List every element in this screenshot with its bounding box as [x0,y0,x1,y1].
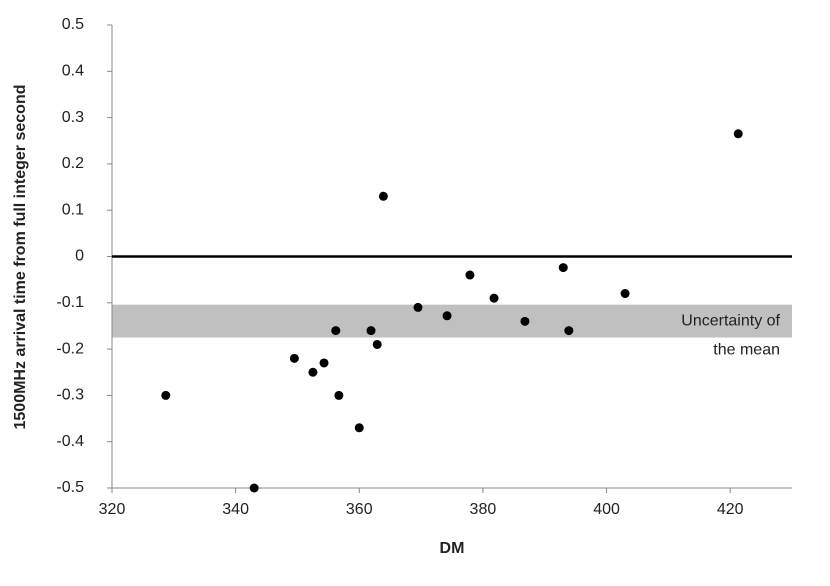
point [289,353,299,363]
point [249,483,259,493]
x-tick-label: 320 [99,501,126,518]
point [520,316,530,326]
point [319,358,329,368]
x-axis-title: DM [440,540,465,557]
point [489,293,499,303]
point [378,191,388,201]
point [620,289,630,299]
point [354,423,364,433]
y-tick-label: -0.3 [56,387,84,404]
point [331,326,341,336]
y-tick-label: -0.5 [56,479,84,496]
point [733,129,743,139]
y-tick-label: 0.2 [62,155,84,172]
point [334,390,344,400]
y-tick-label: 0.1 [62,201,84,218]
x-tick-label: 400 [593,501,620,518]
x-tick-label: 380 [470,501,497,518]
point [413,302,423,312]
annotation: Uncertainty of [681,312,780,329]
y-tick-label: 0.5 [62,16,84,33]
y-tick-label: 0.3 [62,109,84,126]
point [366,326,376,336]
x-tick-label: 360 [346,501,373,518]
point [558,263,568,273]
x-tick-label: 420 [717,501,744,518]
point [442,311,452,321]
annotation: the mean [713,341,780,358]
y-tick-label: -0.4 [56,433,84,450]
y-tick-label: 0.4 [62,63,84,80]
uncertainty-band [112,304,792,338]
y-axis-title: 1500MHz arrival time from full integer s… [12,85,29,430]
point [564,326,574,336]
point [161,390,171,400]
y-tick-label: -0.1 [56,294,84,311]
point [465,270,475,280]
point [372,339,382,349]
point [308,367,318,377]
y-tick-label: 0 [75,248,84,265]
y-tick-label: -0.2 [56,340,84,357]
x-tick-label: 340 [222,501,249,518]
